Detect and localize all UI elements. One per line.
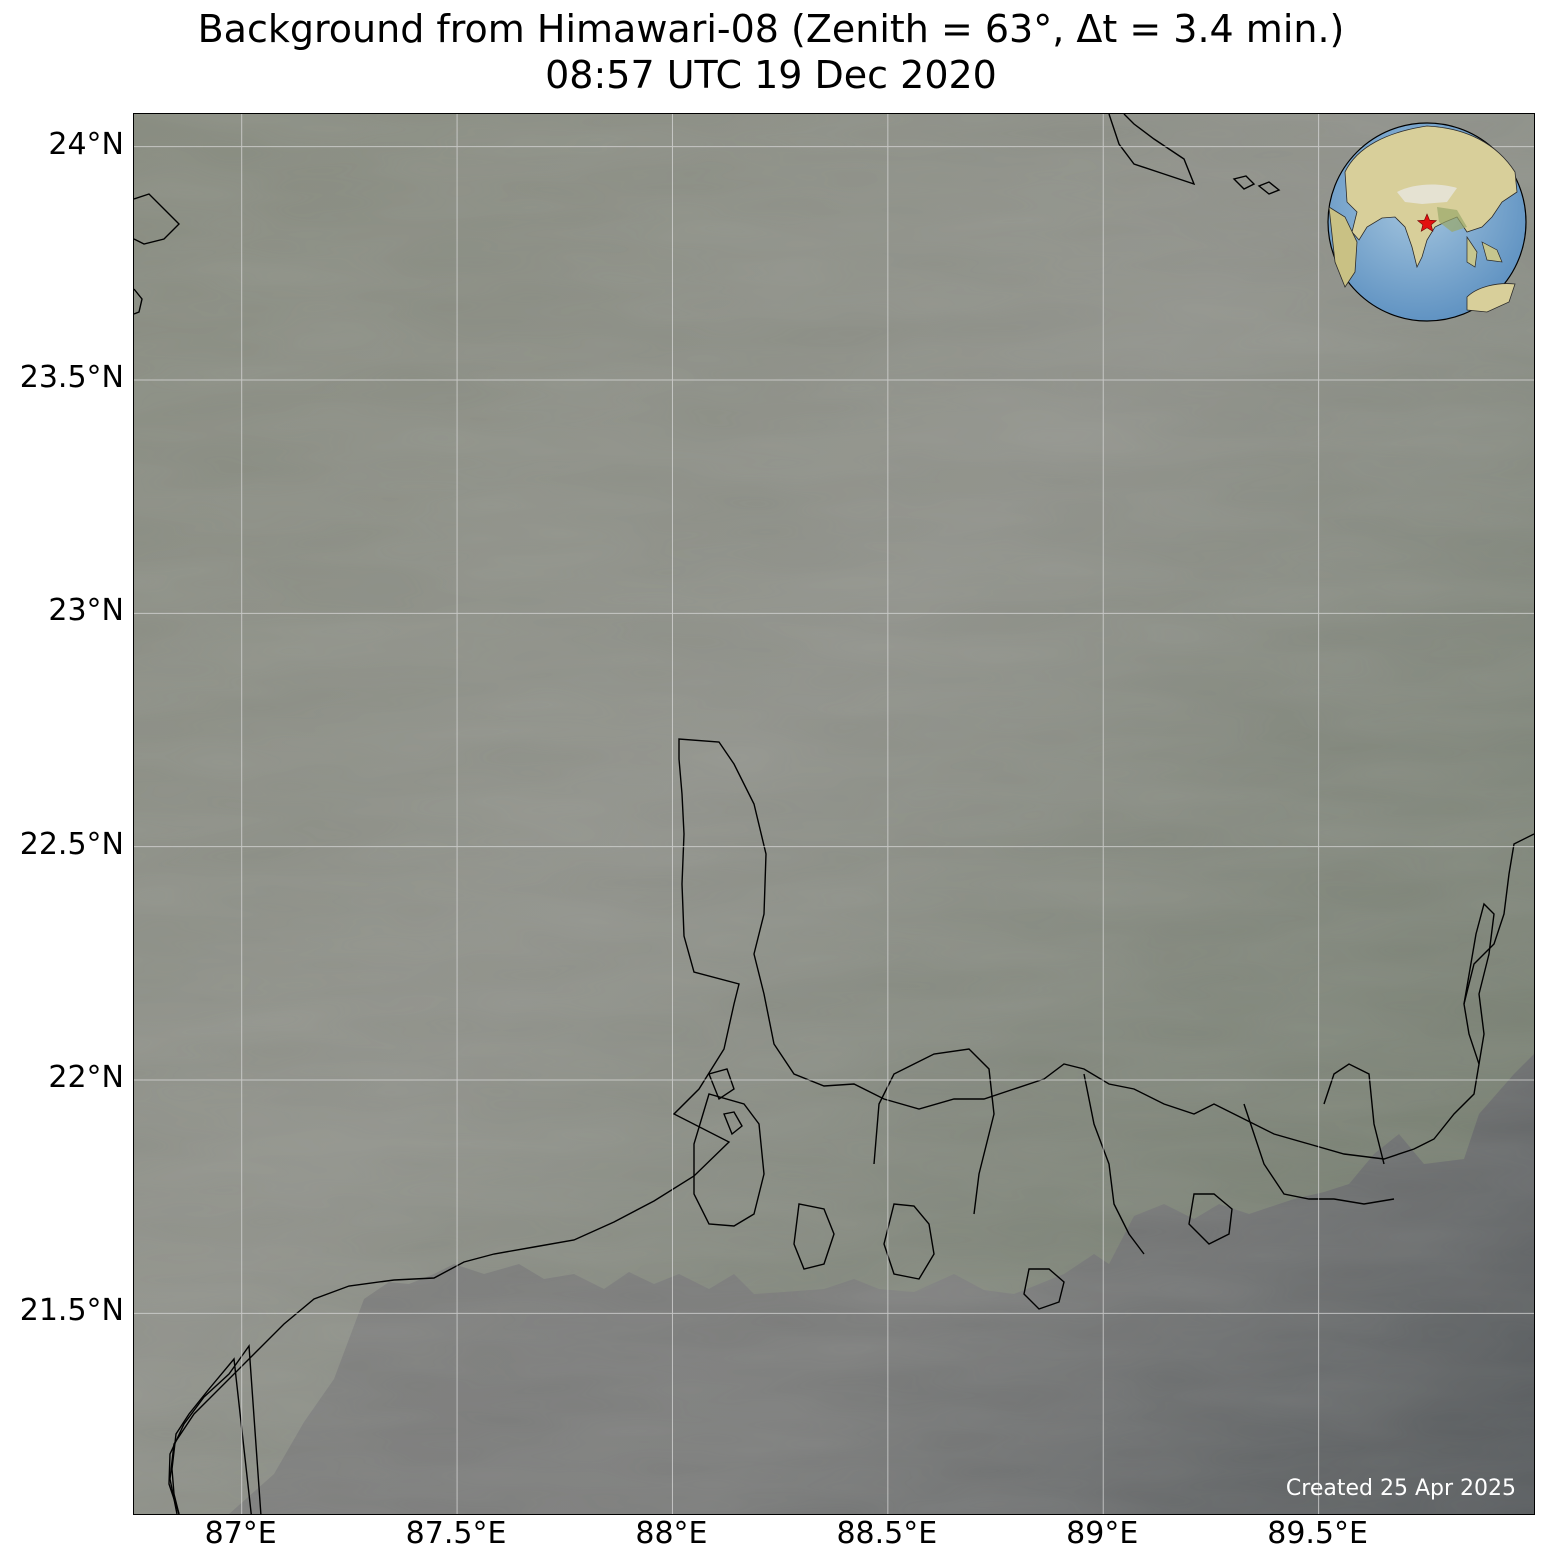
longitude-tick-label: 87.5°E [405,1516,507,1551]
latitude-tick-label: 22.5°N [19,826,124,862]
sundarban-islands-3 [883,1203,935,1280]
longitude-tick-label: 88°E [635,1516,708,1551]
haze-texture [134,114,1534,1514]
west-islet [134,193,180,245]
latitude-tick-label: 24°N [48,126,124,162]
credit-text: Created 25 Apr 2025 [1286,1476,1516,1501]
latitude-tick-label: 22°N [48,1060,124,1095]
coastlines [134,114,1534,1514]
globe-africa [1328,206,1358,288]
globe-se-asia [1466,235,1503,268]
hoogly-bar-1 [708,1068,735,1101]
sundarban-channel-2 [1083,1073,1145,1255]
odisha-coast [169,738,1534,1514]
satellite-map: Created 25 Apr 2025 [134,114,1534,1514]
longitude-tick-label: 88.5°E [836,1516,938,1551]
map-title: Background from Himawari-08 (Zenith = 63… [197,7,1345,51]
sundarban-islands-1 [693,1093,765,1227]
sundarban-channel-1 [873,1048,995,1215]
north-islet-1 [1232,175,1256,190]
west-edge-bit [134,288,143,315]
latitude-tick-label: 23°N [48,593,124,629]
globe-marker-star [1416,213,1438,232]
longitude-tick-label: 89°E [1066,1516,1139,1551]
sundarban-islands-4 [1023,1268,1065,1310]
map-panel[interactable]: Created 25 Apr 2025 [133,113,1535,1515]
sundarban-channel-3 [1243,1103,1395,1205]
longitude-tick-label: 89.5°E [1267,1516,1368,1551]
globe-green [1437,207,1467,232]
map-subtitle-datetime: 08:57 UTC 19 Dec 2020 [545,53,997,97]
north-river [1108,114,1196,186]
globe-inset [1327,122,1527,322]
hoogly-bar-2 [723,1111,743,1136]
sundarban-islands-5 [1188,1193,1233,1245]
sundarban-channel-4 [1323,1063,1385,1165]
latitude-tick-label: 21.5°N [19,1293,124,1329]
sundarban-islands-2 [793,1203,835,1270]
latitude-tick-label: 23.5°N [19,360,124,395]
north-islet-2 [1257,181,1281,195]
gridlines [134,114,1534,1514]
meghna-estuary [1463,902,1495,1065]
main-coastline [171,1357,252,1514]
globe-himalaya [1397,184,1457,204]
globe-australia [1466,283,1516,313]
longitude-tick-label: 87°E [204,1516,277,1551]
west-coast [168,1344,262,1514]
